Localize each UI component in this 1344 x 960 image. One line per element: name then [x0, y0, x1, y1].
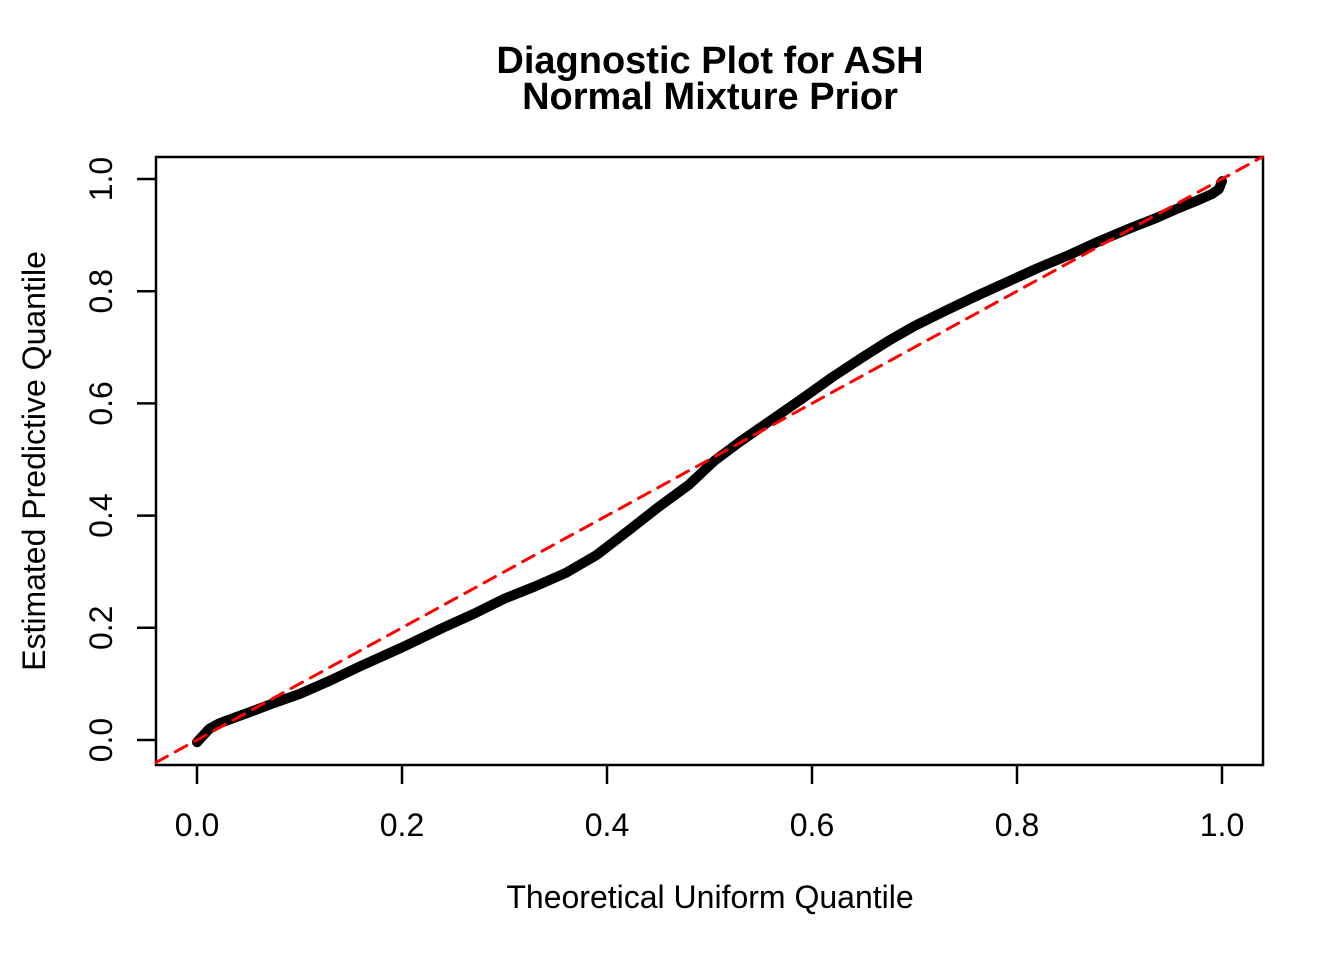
y-tick-label: 0.4 — [83, 493, 119, 537]
y-tick-label: 0.8 — [83, 269, 119, 313]
y-tick-label: 0.2 — [83, 606, 119, 650]
y-tick-label: 0.6 — [83, 381, 119, 425]
x-tick-label: 0.6 — [790, 807, 834, 843]
x-axis-label: Theoretical Uniform Quantile — [506, 879, 913, 915]
y-tick-label: 1.0 — [83, 157, 119, 201]
plot-title-line1: Diagnostic Plot for ASH — [496, 40, 923, 82]
x-tick-label: 1.0 — [1200, 807, 1244, 843]
data-series-layer — [154, 155, 1264, 764]
y-axis-label: Estimated Predictive Quantile — [16, 251, 52, 671]
axis-ticks-layer: 0.0 0.2 0.4 0.6 0.8 1.0 0.0 0.2 0.4 0.6 0.8 1.0 — [83, 157, 1244, 843]
x-tick-label: 0.4 — [585, 807, 629, 843]
reference-line-y-equals-x — [154, 155, 1264, 764]
plot-box — [154, 155, 1265, 767]
estimated-predictive-quantile-curve — [192, 176, 1227, 748]
x-tick-label: 0.2 — [380, 807, 424, 843]
plot-title-line2: Normal Mixture Prior — [522, 76, 898, 118]
x-tick-label: 0.8 — [995, 807, 1039, 843]
x-tick-label: 0.0 — [175, 807, 219, 843]
y-tick-label: 0.0 — [83, 718, 119, 762]
